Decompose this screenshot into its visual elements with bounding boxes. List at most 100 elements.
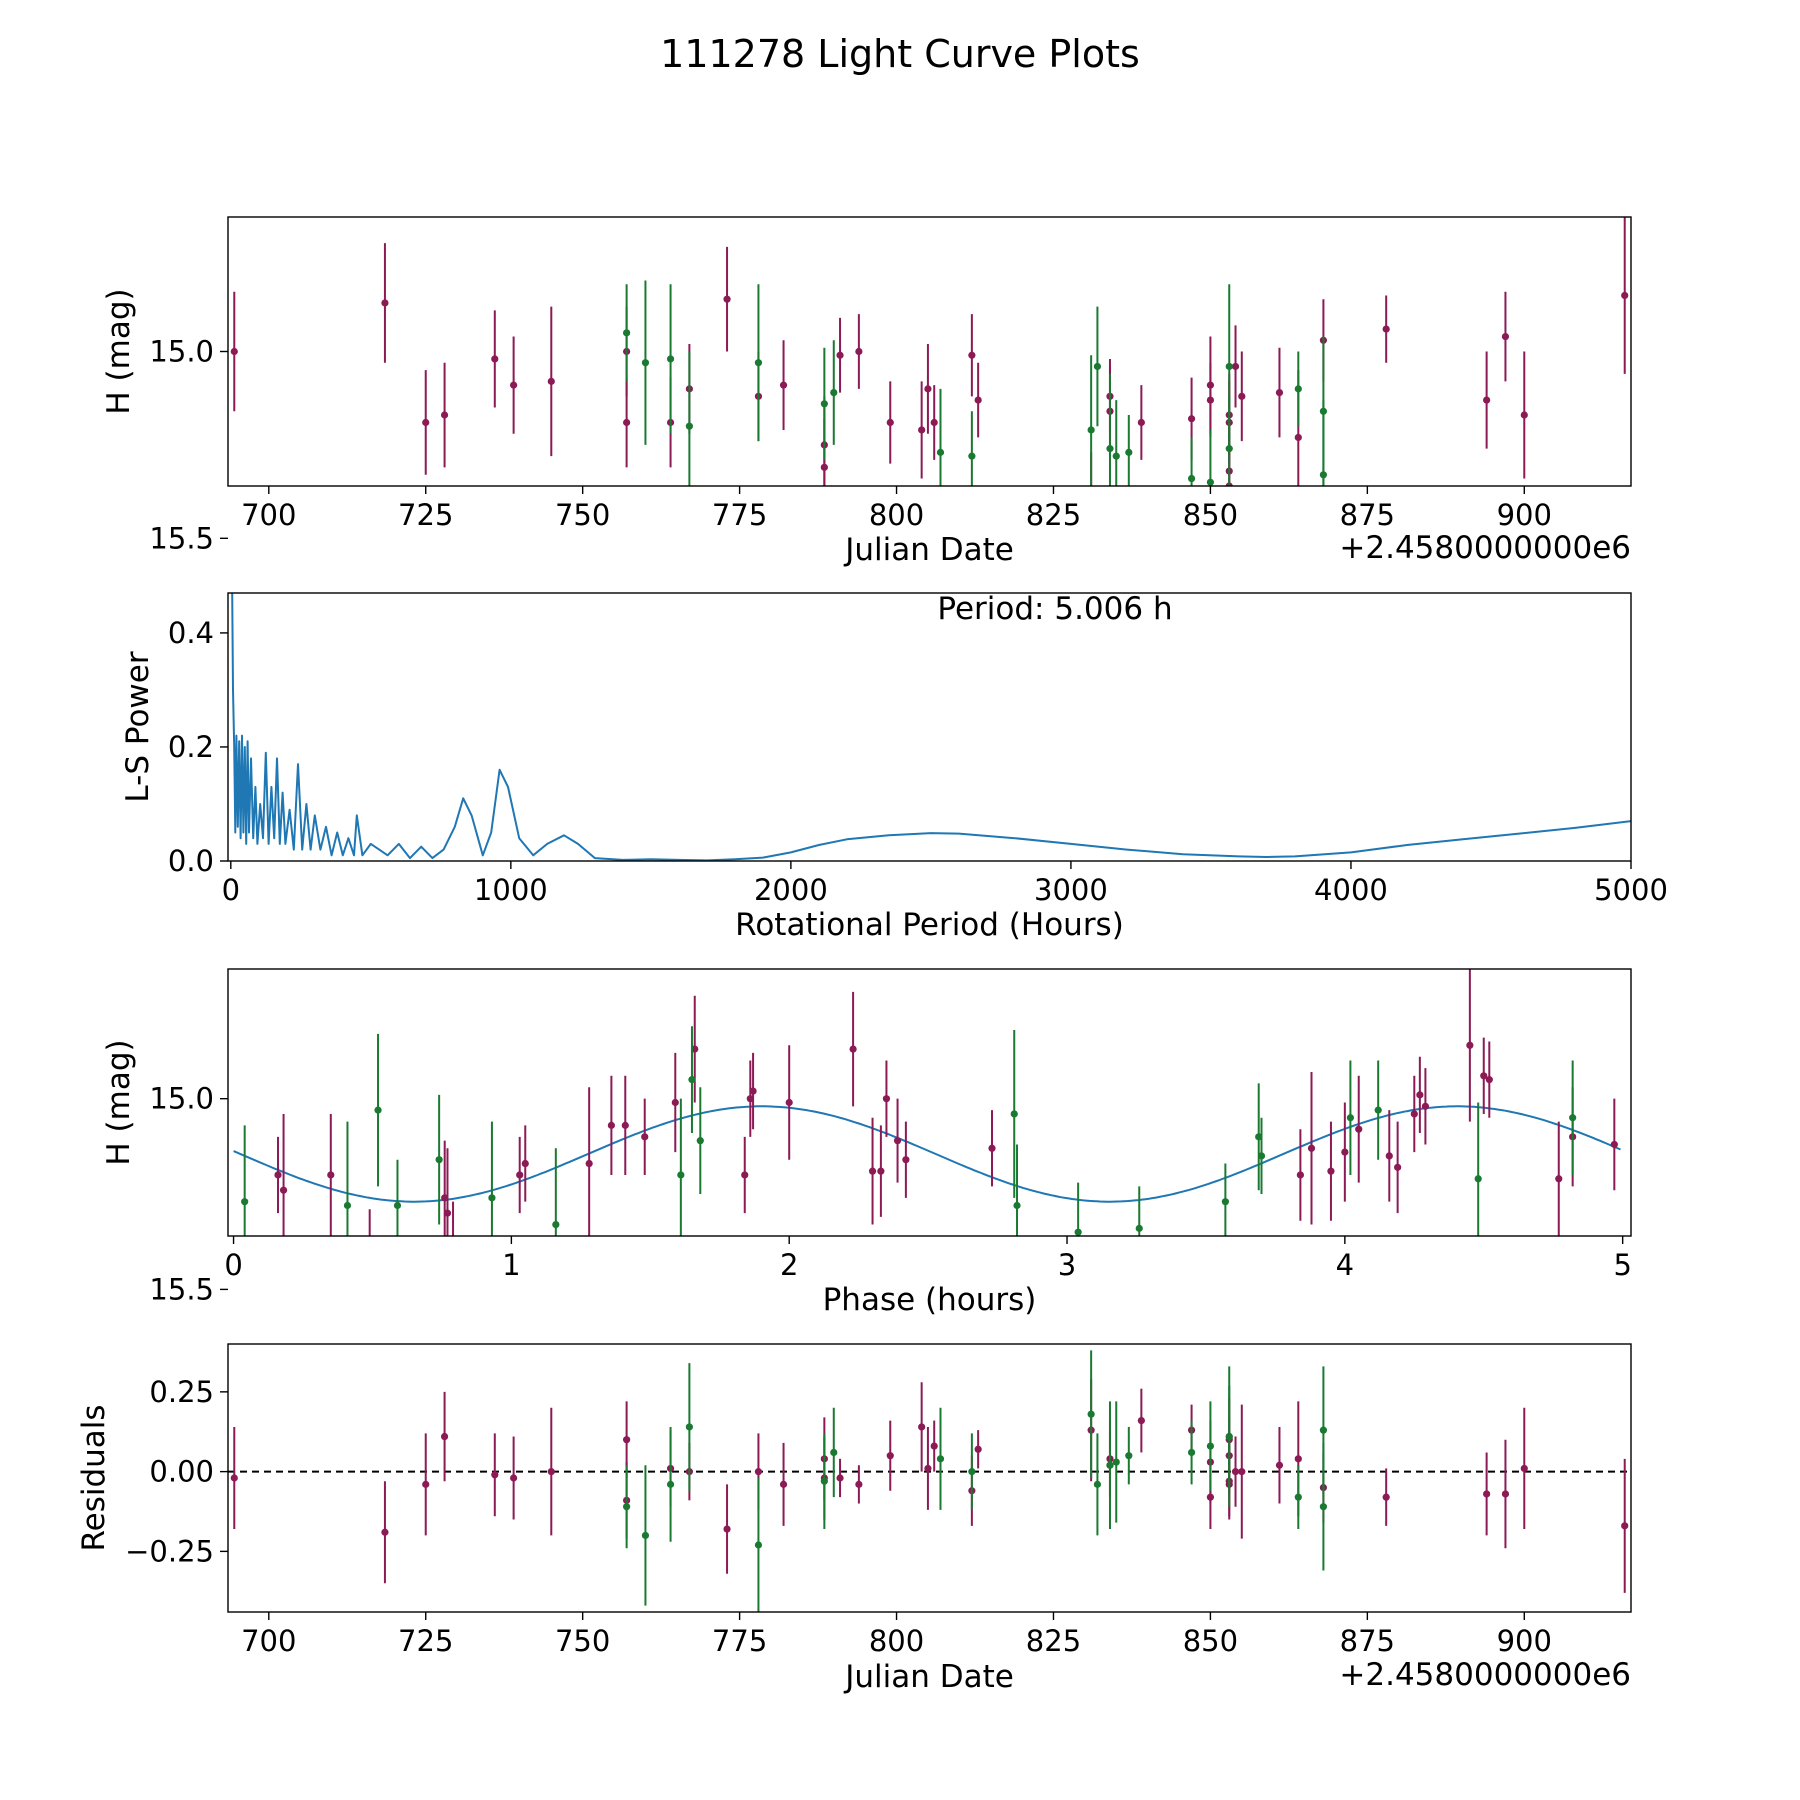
green-data-point [754,359,763,367]
light-curve-ylabel: H (mag) [101,288,137,414]
purple-data-point [623,418,631,427]
green-data-point [1294,385,1302,393]
purple-data-point [585,1159,593,1168]
green-data-point [435,1156,443,1164]
purple-data-point [968,351,976,359]
y-tick-label: 0.2 [168,730,214,764]
green-data-point [968,452,976,460]
purple-data-point [1206,396,1215,404]
green-data-point [830,1448,838,1457]
purple-data-point [849,1045,857,1053]
purple-data-point [988,1144,996,1152]
x-tick-label: 5000 [1594,873,1668,907]
purple-data-point [366,1244,373,1251]
green-data-point [830,388,838,397]
purple-data-point [1275,1461,1284,1469]
green-data-point [1319,1426,1328,1434]
purple-data-point [1520,411,1528,419]
periodogram-xlabel: Rotational Period (Hours) [735,907,1124,943]
green-data-point [1294,1493,1302,1501]
purple-data-point [381,1528,389,1536]
green-data-point [1106,445,1114,453]
purple-data-point [1294,1455,1302,1463]
green-data-point [696,1137,704,1145]
purple-data-point [836,1474,844,1482]
purple-data-point [1621,1522,1629,1530]
green-data-point [1257,1152,1266,1160]
x-tick-label: 875 [1340,1624,1395,1658]
purple-data-point [671,1098,679,1107]
purple-data-point [1416,1091,1424,1099]
y-tick-label: 0.25 [149,1375,214,1409]
purple-data-point [1621,291,1629,300]
purple-data-point [641,1133,649,1141]
purple-data-point [491,1471,499,1479]
green-data-point [1187,1448,1196,1457]
purple-data-point [924,385,932,393]
purple-data-point [779,1480,788,1488]
purple-data-point [1294,433,1302,442]
green-data-point [685,1423,693,1431]
purple-data-point [623,1436,631,1444]
purple-data-point [1520,1464,1528,1473]
x-tick-label: 700 [241,1624,296,1658]
purple-data-point [779,381,788,389]
green-data-point [374,1106,382,1114]
x-tick-label: 700 [241,498,296,532]
green-data-point [1225,362,1233,371]
light-curve-xlabel: Julian Date [843,532,1014,568]
purple-data-point [1480,1072,1488,1080]
x-tick-label: 4 [1336,1248,1354,1282]
green-data-point [1112,452,1120,460]
purple-data-point [836,351,844,359]
purple-data-point [1088,494,1095,501]
purple-data-point [1394,1163,1402,1171]
green-data-point [1206,478,1215,486]
periodogram-ylabel: L-S Power [120,651,156,802]
y-tick-label: 0.4 [168,616,214,650]
y-tick-label: 15.5 [149,521,214,555]
green-data-point [1474,1175,1482,1183]
x-tick-label: 0 [222,873,240,907]
light-curve-offset: +2.4580000000e6 [1339,530,1631,566]
green-data-point [1319,1503,1328,1511]
x-tick-label: 1 [502,1248,520,1282]
green-data-point [393,1201,402,1210]
purple-data-point [1555,1175,1563,1183]
purple-data-point [886,418,894,427]
y-tick-label: 15.0 [149,1082,214,1116]
purple-data-point [1238,1468,1246,1476]
purple-data-point [1483,1490,1491,1498]
purple-data-point [1307,1144,1316,1152]
purple-data-point [930,1442,938,1450]
green-data-point [1112,1458,1120,1466]
purple-data-point [607,1121,615,1129]
green-data-point [1013,1201,1021,1210]
green-data-point [343,1201,352,1210]
periodogram-frame [227,592,1632,862]
phase-frame [227,968,1632,1237]
purple-data-point [754,1468,763,1476]
purple-data-point [1385,1152,1393,1160]
purple-data-point [974,1445,982,1453]
x-tick-label: 2000 [754,873,828,907]
green-data-point [1093,1480,1102,1488]
purple-data-point [381,299,389,307]
green-data-point [820,1477,828,1485]
x-tick-label: 900 [1497,1624,1552,1658]
x-tick-label: 825 [1026,498,1081,532]
x-tick-label: 4000 [1314,873,1388,907]
periodogram-line [231,593,1631,861]
green-data-point [688,1076,696,1084]
x-tick-label: 875 [1340,498,1395,532]
residuals-panel: 700 725 750 775 800 825 850 875 900 0.25 0.00 −0.25… [76,1343,1632,1695]
y-tick-label: 15.5 [149,1272,214,1306]
x-tick-label: 725 [398,498,453,532]
purple-data-point [882,1095,891,1103]
green-data-point [552,1220,560,1229]
purple-data-point [1501,1490,1510,1498]
green-data-point [641,359,650,367]
fit-curve [233,1105,1621,1203]
green-data-point [1346,1114,1354,1122]
purple-data-point [1231,1468,1240,1476]
